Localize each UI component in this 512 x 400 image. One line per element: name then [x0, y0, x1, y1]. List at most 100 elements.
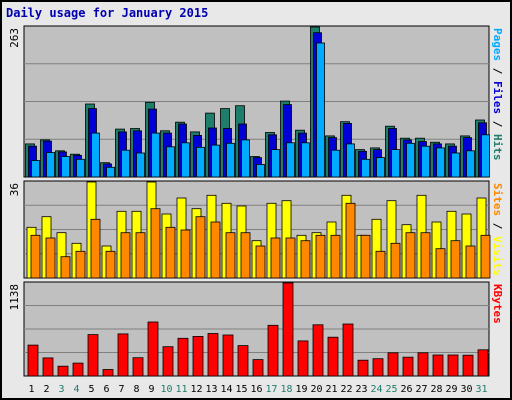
kbytes-bar-day-20	[312, 324, 324, 377]
kbytes-bar-day-29	[447, 354, 459, 377]
sites-bar-day-23	[360, 234, 371, 279]
pages-bar-day-21	[331, 149, 340, 178]
sites-bar-day-28	[435, 248, 446, 279]
kbytes-bar-day-1	[27, 344, 39, 377]
sites-bar-day-4	[75, 250, 86, 279]
x-tick-label-day-27: 27	[415, 384, 427, 395]
kbytes-bar-day-15	[237, 345, 249, 377]
sites-bar-day-22	[345, 202, 356, 279]
legend-segment: Hits	[491, 134, 504, 161]
kbytes-bar-day-8	[132, 357, 144, 377]
sites-bar-day-10	[165, 226, 176, 279]
sites-bar-day-15	[240, 232, 251, 279]
sites-bar-day-29	[450, 240, 461, 279]
sites-bar-day-6	[105, 250, 116, 279]
x-tick-label-day-18: 18	[280, 384, 292, 395]
pages-bar-day-8	[136, 152, 145, 178]
kbytes-bar-day-22	[342, 323, 354, 377]
kbytes-bar-day-21	[327, 336, 339, 377]
pages-bar-day-16	[256, 164, 265, 178]
pages-bar-day-17	[271, 149, 280, 178]
sites-bar-day-3	[60, 256, 71, 279]
x-tick-label-day-28: 28	[430, 384, 442, 395]
sites-bar-day-31	[480, 234, 491, 279]
x-tick-label-day-1: 1	[28, 384, 34, 395]
sites-bar-day-7	[120, 232, 131, 279]
x-tick-label-day-8: 8	[133, 384, 139, 395]
sites-bar-day-17	[270, 237, 281, 279]
x-tick-label-day-20: 20	[310, 384, 322, 395]
sites-bar-day-1	[30, 234, 41, 279]
legend-segment: /	[491, 61, 504, 81]
pages-bar-day-24	[376, 157, 385, 178]
visits-panel-ymax-label: 36	[8, 183, 21, 196]
legend-segment: /	[491, 114, 504, 134]
sites-bar-day-25	[390, 242, 401, 279]
kbytes-panel-legend-label: KBytes	[491, 284, 504, 324]
pages-bar-day-28	[436, 147, 445, 178]
kbytes-panel-ymax-label: 1138	[8, 284, 21, 311]
x-tick-label-day-12: 12	[190, 384, 202, 395]
pages-bar-day-6	[106, 166, 115, 178]
x-tick-label-day-26: 26	[400, 384, 412, 395]
x-tick-label-day-2: 2	[43, 384, 49, 395]
sites-bar-day-20	[315, 234, 326, 279]
sites-bar-day-24	[375, 250, 386, 279]
kbytes-bar-day-31	[477, 349, 489, 377]
pages-bar-day-30	[466, 150, 475, 178]
sites-bar-day-8	[135, 232, 146, 279]
legend-segment: /	[491, 216, 504, 236]
kbytes-bar-day-2	[42, 357, 54, 377]
x-tick-label-day-3: 3	[58, 384, 64, 395]
sites-bar-day-5	[90, 218, 101, 279]
sites-bar-day-16	[255, 245, 266, 279]
pages-bar-day-13	[211, 144, 220, 178]
x-tick-label-day-6: 6	[103, 384, 109, 395]
x-tick-label-day-13: 13	[205, 384, 217, 395]
x-tick-label-day-25: 25	[385, 384, 397, 395]
x-tick-label-day-23: 23	[355, 384, 367, 395]
x-tick-label-day-24: 24	[370, 384, 382, 395]
pages-bar-day-19	[301, 142, 310, 178]
x-tick-label-day-21: 21	[325, 384, 337, 395]
kbytes-bar-day-19	[297, 340, 309, 377]
pages-bar-day-25	[391, 149, 400, 178]
pages-bar-day-27	[421, 145, 430, 178]
sites-bar-day-18	[285, 237, 296, 279]
kbytes-bar-day-17	[267, 324, 279, 377]
legend-segment: KBytes	[491, 284, 504, 324]
x-tick-label-day-15: 15	[235, 384, 247, 395]
sites-bar-day-26	[405, 232, 416, 279]
kbytes-bar-day-23	[357, 359, 369, 377]
pages-bar-day-31	[481, 134, 490, 178]
x-tick-label-day-19: 19	[295, 384, 307, 395]
sites-bar-day-30	[465, 245, 476, 279]
pages-bar-day-29	[451, 152, 460, 178]
legend-segment: Sites	[491, 183, 504, 216]
kbytes-bar-day-30	[462, 354, 474, 377]
pages-bar-day-10	[166, 146, 175, 178]
x-tick-label-day-14: 14	[220, 384, 232, 395]
pages-bar-day-18	[286, 142, 295, 178]
kbytes-bar-day-28	[432, 354, 444, 377]
pages-bar-day-7	[121, 149, 130, 178]
legend-segment: Pages	[491, 28, 504, 61]
pages-bar-day-3	[61, 156, 70, 178]
kbytes-bar-day-6	[102, 369, 114, 377]
x-tick-label-day-10: 10	[160, 384, 172, 395]
pages-bar-day-12	[196, 146, 205, 178]
kbytes-bar-day-11	[177, 337, 189, 377]
sites-bar-day-21	[330, 234, 341, 279]
kbytes-bar-day-9	[147, 321, 159, 377]
pages-bar-day-26	[406, 142, 415, 178]
visits-panel-legend-label: Sites / Visits	[491, 183, 504, 276]
sites-bar-day-9	[150, 208, 161, 279]
sites-bar-day-2	[45, 237, 56, 279]
hits-panel-legend-label: Pages / Files / Hits	[491, 28, 504, 161]
kbytes-bar-day-24	[372, 358, 384, 377]
sites-bar-day-13	[210, 221, 221, 279]
kbytes-bar-day-7	[117, 333, 129, 377]
pages-bar-day-2	[46, 152, 55, 178]
x-tick-label-day-11: 11	[175, 384, 187, 395]
